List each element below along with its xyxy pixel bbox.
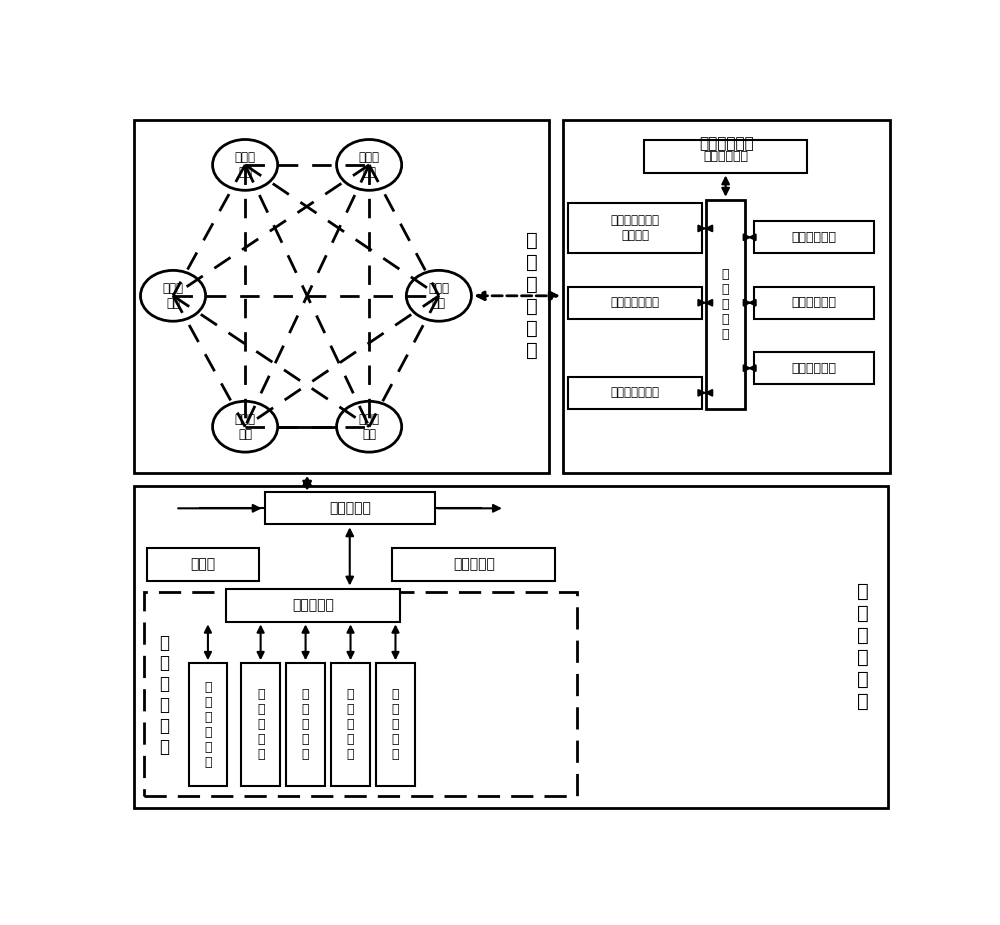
Text: 第一交换机: 第一交换机 xyxy=(329,501,371,515)
FancyBboxPatch shape xyxy=(331,663,370,786)
FancyBboxPatch shape xyxy=(241,663,280,786)
Text: 服务器: 服务器 xyxy=(190,558,215,572)
Ellipse shape xyxy=(213,140,278,191)
FancyBboxPatch shape xyxy=(134,486,888,808)
Ellipse shape xyxy=(337,401,402,452)
Text: 行走驱动模块: 行走驱动模块 xyxy=(792,230,837,244)
FancyBboxPatch shape xyxy=(568,376,702,409)
FancyBboxPatch shape xyxy=(568,204,702,253)
FancyBboxPatch shape xyxy=(563,120,890,473)
Text: 小车控制系统: 小车控制系统 xyxy=(699,136,754,151)
FancyBboxPatch shape xyxy=(644,141,807,173)
Text: 无线接
入点: 无线接 入点 xyxy=(163,282,184,310)
Ellipse shape xyxy=(213,401,278,452)
FancyBboxPatch shape xyxy=(754,221,874,253)
FancyBboxPatch shape xyxy=(706,200,745,409)
Text: 调
度
控
制
台: 调 度 控 制 台 xyxy=(347,688,354,761)
Text: 调
度
控
制
台: 调 度 控 制 台 xyxy=(257,688,264,761)
Text: 第二交换机: 第二交换机 xyxy=(292,598,334,612)
Text: 触屏控制器: 触屏控制器 xyxy=(453,558,495,572)
Text: 中
心
控
制
系
统: 中 心 控 制 系 统 xyxy=(857,583,869,711)
FancyBboxPatch shape xyxy=(134,120,549,473)
Text: 无线接
入点: 无线接 入点 xyxy=(235,413,256,440)
FancyBboxPatch shape xyxy=(286,663,325,786)
Ellipse shape xyxy=(406,270,471,321)
Text: 无线通信模块: 无线通信模块 xyxy=(703,150,748,163)
Text: 无
线
通
信
网
络: 无 线 通 信 网 络 xyxy=(526,231,538,361)
Text: 调
度
控
制
台: 调 度 控 制 台 xyxy=(392,688,399,761)
Text: 转向驱动模块: 转向驱动模块 xyxy=(792,296,837,309)
FancyBboxPatch shape xyxy=(376,663,415,786)
FancyBboxPatch shape xyxy=(144,592,577,796)
Text: 调
度
控
制
台: 调 度 控 制 台 xyxy=(302,688,309,761)
FancyBboxPatch shape xyxy=(754,352,874,385)
FancyBboxPatch shape xyxy=(754,287,874,319)
FancyBboxPatch shape xyxy=(392,549,555,581)
Text: 无线接
入点: 无线接 入点 xyxy=(359,151,380,179)
Text: 小
车
控
制
器: 小 车 控 制 器 xyxy=(722,267,729,340)
Text: 无线接
入点: 无线接 入点 xyxy=(428,282,449,310)
Text: 停车制动模块: 停车制动模块 xyxy=(792,362,837,375)
Text: 后测距传感模块: 后测距传感模块 xyxy=(610,387,659,400)
FancyBboxPatch shape xyxy=(189,663,227,786)
Text: 前测距传感模块: 前测距传感模块 xyxy=(610,296,659,309)
Text: 地
面
调
度
系
统: 地 面 调 度 系 统 xyxy=(159,634,169,756)
Ellipse shape xyxy=(140,270,206,321)
Text: 智
能
控
制
终
端: 智 能 控 制 终 端 xyxy=(204,681,212,769)
FancyBboxPatch shape xyxy=(264,492,435,524)
Text: 无线接
入点: 无线接 入点 xyxy=(359,413,380,440)
Text: 无线接
入点: 无线接 入点 xyxy=(235,151,256,179)
Text: 二维码或条形码
识读模块: 二维码或条形码 识读模块 xyxy=(610,215,659,242)
FancyBboxPatch shape xyxy=(147,549,259,581)
FancyBboxPatch shape xyxy=(226,589,400,622)
FancyBboxPatch shape xyxy=(568,287,702,319)
Ellipse shape xyxy=(337,140,402,191)
